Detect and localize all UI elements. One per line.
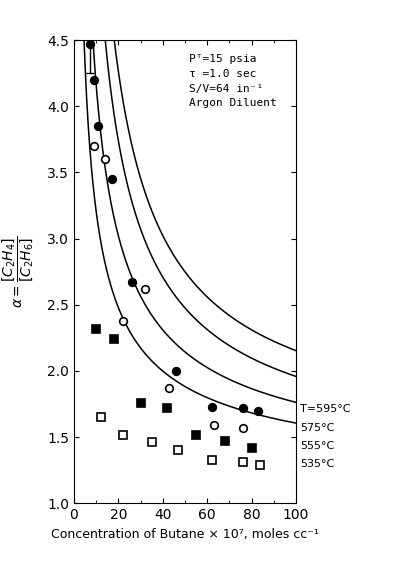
Y-axis label: $\alpha = \dfrac{[C_2H_4]}{[C_2H_6]}$: $\alpha = \dfrac{[C_2H_4]}{[C_2H_6]}$ bbox=[1, 236, 36, 308]
Text: 575°C: 575°C bbox=[300, 423, 335, 433]
Text: 555°C: 555°C bbox=[300, 442, 335, 451]
X-axis label: Concentration of Butane × 10⁷, moles cc⁻¹: Concentration of Butane × 10⁷, moles cc⁻… bbox=[51, 528, 319, 541]
Text: T=595°C: T=595°C bbox=[300, 404, 351, 414]
Text: Pᵀ=15 psia
τ =1.0 sec
S/V=64 in⁻¹
Argon Diluent: Pᵀ=15 psia τ =1.0 sec S/V=64 in⁻¹ Argon … bbox=[189, 54, 277, 108]
Text: 535°C: 535°C bbox=[300, 459, 335, 468]
